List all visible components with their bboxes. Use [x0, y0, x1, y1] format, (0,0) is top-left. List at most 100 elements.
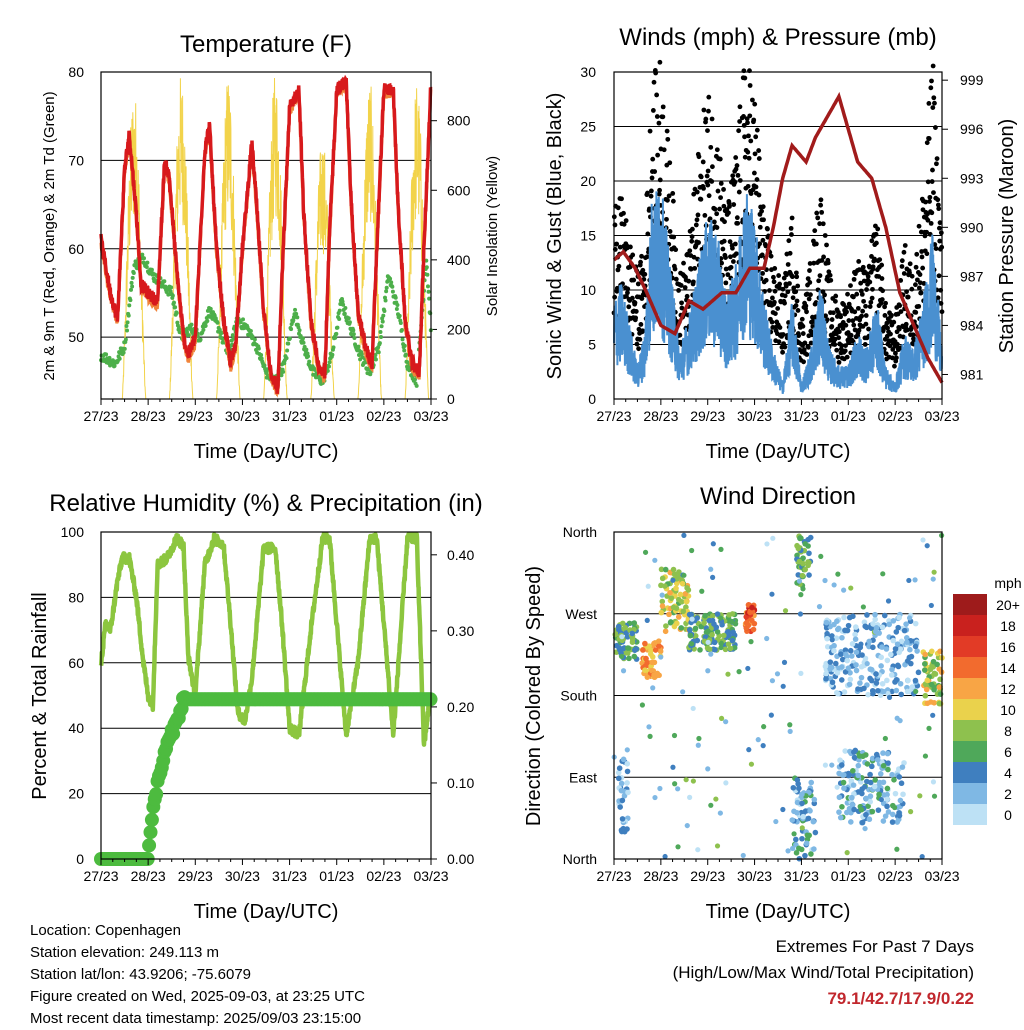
direction-point — [651, 640, 657, 647]
gust-point — [819, 209, 825, 215]
direction-point — [616, 765, 623, 772]
gust-point — [745, 149, 751, 155]
gust-point — [919, 254, 925, 260]
gust-point — [920, 265, 926, 271]
gust-point — [927, 194, 933, 200]
dewpoint-point — [286, 341, 291, 346]
gust-point — [771, 299, 777, 305]
direction-point — [844, 809, 850, 816]
gust-point — [733, 166, 739, 172]
direction-point — [896, 812, 903, 819]
gust-point — [907, 270, 912, 276]
humidity-xtick-label: 03/23 — [413, 868, 448, 884]
gust-point — [780, 286, 786, 292]
legend-label: 8 — [1004, 723, 1012, 739]
winds-title: Winds (mph) & Pressure (mb) — [619, 24, 936, 51]
direction-point — [898, 780, 905, 787]
gust-point — [887, 343, 893, 349]
gust-point — [894, 355, 899, 361]
direction-point — [919, 854, 925, 860]
dewpoint-point — [104, 352, 109, 357]
gust-point — [753, 134, 759, 140]
direction-point — [782, 608, 789, 614]
gust-point — [814, 210, 820, 216]
gust-point — [706, 193, 712, 199]
gust-point — [656, 191, 662, 197]
gust-point — [676, 288, 682, 293]
direction-point — [726, 612, 732, 618]
dewpoint-point — [337, 308, 342, 313]
gust-point — [844, 354, 850, 360]
gust-point — [617, 244, 623, 250]
direction-point — [866, 638, 872, 645]
legend-label: 16 — [1000, 639, 1016, 655]
dewpoint-point — [334, 331, 339, 336]
direction-point — [884, 750, 891, 757]
gust-point — [835, 354, 841, 360]
direction-point — [702, 634, 709, 640]
direction-point — [831, 642, 837, 649]
dewpoint-point — [351, 332, 356, 337]
gust-point — [860, 264, 866, 270]
direction-title: Wind Direction — [700, 483, 856, 510]
direction-point — [850, 782, 857, 788]
direction-point — [725, 628, 731, 635]
gust-point — [760, 270, 765, 276]
direction-point — [936, 700, 943, 707]
gust-point — [862, 342, 868, 347]
direction-point — [650, 685, 656, 691]
gust-point — [660, 114, 666, 120]
gust-point — [869, 238, 875, 244]
gust-point — [924, 140, 930, 146]
direction-point — [714, 611, 721, 617]
gust-point — [771, 279, 777, 285]
direction-point — [852, 624, 859, 630]
direction-point — [930, 576, 936, 582]
direction-point — [890, 811, 896, 818]
direction-point — [807, 534, 814, 541]
dewpoint-point — [128, 298, 133, 303]
direction-point — [708, 651, 714, 657]
gust-point — [813, 241, 819, 247]
direction-point — [683, 598, 690, 605]
direction-point — [880, 750, 886, 756]
legend-label: 20+ — [996, 597, 1020, 613]
gust-point — [864, 287, 869, 292]
gust-point — [789, 215, 795, 221]
direction-point — [834, 618, 840, 625]
dewpoint-point — [402, 348, 407, 353]
gust-point — [896, 326, 902, 332]
direction-point — [631, 620, 638, 626]
dewpoint-point — [256, 346, 261, 351]
gust-point — [804, 352, 810, 357]
direction-point — [654, 670, 661, 677]
dewpoint-point — [356, 344, 361, 349]
direction-point — [833, 635, 840, 641]
humidity-ytick-label: 100 — [61, 524, 85, 540]
gust-point — [933, 125, 938, 130]
dewpoint-point — [428, 311, 433, 316]
gust-point — [721, 187, 726, 192]
gust-point — [856, 327, 862, 333]
dewpoint-point — [250, 334, 255, 339]
humidity-ytick-label: 0 — [76, 851, 84, 867]
gust-point — [677, 332, 683, 338]
direction-point — [926, 725, 932, 731]
direction-point — [682, 591, 688, 597]
direction-point — [841, 587, 847, 593]
gust-point — [793, 270, 799, 276]
gust-point — [827, 272, 833, 278]
gust-point — [737, 119, 743, 124]
gust-point — [845, 291, 850, 297]
direction-point — [833, 660, 839, 667]
gust-point — [903, 321, 909, 327]
direction-point — [705, 668, 711, 674]
gust-point — [727, 239, 733, 245]
direction-point — [690, 705, 696, 712]
direction-point — [897, 680, 904, 687]
gust-point — [919, 249, 925, 254]
dewpoint-point — [397, 313, 402, 318]
gust-point — [645, 190, 650, 196]
gust-point — [772, 311, 778, 316]
winds-ytick-label: 10 — [580, 282, 596, 298]
